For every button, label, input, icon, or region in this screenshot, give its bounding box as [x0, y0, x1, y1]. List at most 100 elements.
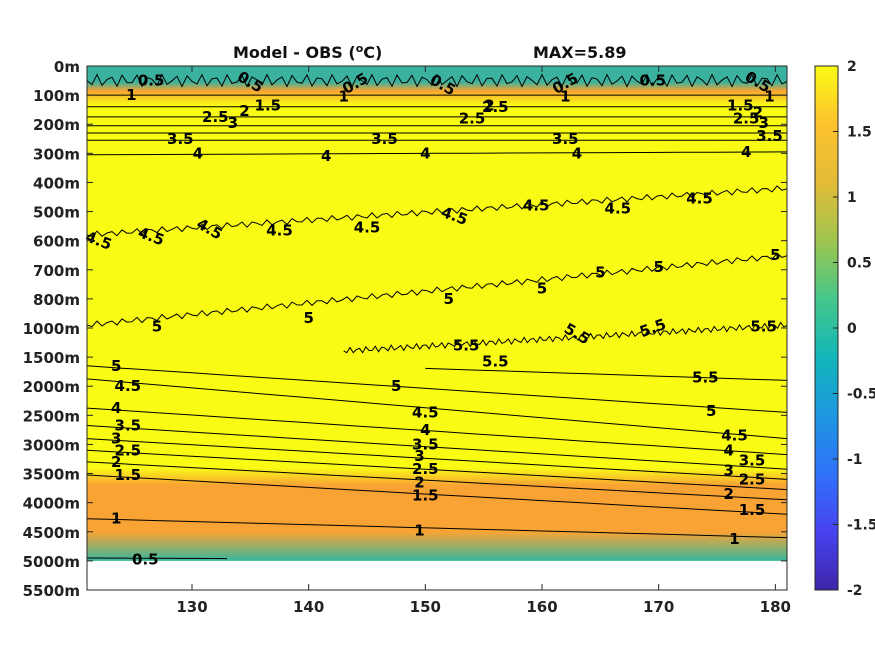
colorbar-tick-label: 0.5: [847, 256, 872, 272]
contour-line-0-5: [87, 557, 228, 560]
x-tick-label: 160: [526, 598, 557, 616]
contour-label: 4.5: [686, 189, 713, 207]
contour-label: 2.5: [733, 109, 760, 127]
colorbar: 2 1.5 1 0.5 0 -0.5 -1 -1.5 -2: [814, 59, 875, 599]
y-tick-label: 800m: [33, 291, 80, 309]
contour-label: 1.5: [412, 486, 439, 504]
contour-label: 2.5: [202, 108, 229, 126]
contour-label: 0.5: [640, 72, 667, 90]
contour-label: 3.5: [371, 130, 398, 148]
contour-label: 4.5: [605, 200, 632, 218]
contour-line-4-5: [86, 378, 788, 440]
contour-line-5: [86, 365, 788, 413]
contour-label: 3.5: [115, 417, 142, 435]
contour-label: 2.5: [412, 460, 439, 478]
y-tick-label: 5000m: [23, 553, 80, 571]
contour-label: 3: [111, 430, 121, 448]
colorbar-tick-label: 1.5: [847, 125, 872, 141]
colorbar-tick-label: -2: [847, 583, 863, 599]
contour-label: 4: [111, 399, 121, 417]
contour-label: 5: [391, 377, 401, 395]
contour-label: 5: [706, 402, 716, 420]
contour-line-2: [86, 461, 788, 501]
y-tick-label: 3500m: [23, 466, 80, 484]
contour-label: 2: [723, 485, 733, 503]
contour-line-5-5: [425, 367, 788, 381]
contour-line-5: [86, 252, 788, 328]
y-tick-label: 500m: [33, 204, 80, 222]
contour-label: 1: [729, 530, 739, 548]
contour-label: 5: [111, 357, 121, 375]
contour-label: 1: [126, 86, 136, 104]
contour-label: 4.5: [412, 403, 439, 421]
contour-label: 1: [560, 88, 570, 106]
x-tick-label: 140: [293, 598, 324, 616]
contour-label: 4: [193, 144, 203, 162]
y-tick-label: 0m: [54, 58, 80, 76]
contour-label: 2.5: [739, 470, 766, 488]
x-tick-label: 170: [643, 598, 674, 616]
contour-label: 3.5: [756, 127, 783, 145]
contour-label: 4: [741, 143, 751, 161]
colorbar-tick-label: -1.5: [847, 518, 875, 534]
contour-label: 4: [420, 421, 430, 439]
contour-label: 5: [303, 309, 313, 327]
contour-label: 3.5: [739, 451, 766, 469]
x-tick-label: 150: [410, 598, 441, 616]
contour-label: 1: [764, 88, 774, 106]
chart-title-unit: C): [363, 43, 382, 62]
chart-title-superscript: o: [356, 42, 364, 55]
contour-line-2-5: [86, 449, 788, 491]
contour-label: 4: [723, 441, 733, 459]
colorbar-tick-label: 1: [847, 190, 857, 206]
colorbar-tick-label: -0.5: [847, 387, 875, 403]
contour-label: 5.5: [692, 368, 719, 386]
y-tick-label: 700m: [33, 262, 80, 280]
contour-label: 5: [595, 264, 605, 282]
y-tick-label: 3000m: [23, 436, 80, 454]
contour-label: 3.5: [167, 130, 194, 148]
contour-label: 1.5: [115, 466, 142, 484]
contour-label: 1.5: [739, 501, 766, 519]
contour-label: 4: [420, 144, 430, 162]
contour-label: 3: [228, 114, 238, 132]
contour-label: 5: [443, 290, 453, 308]
x-tick-label: 180: [760, 598, 791, 616]
contour-line-4: [86, 151, 788, 156]
colorbar-tick-label: 2: [847, 59, 857, 75]
contour-label: 4: [572, 144, 582, 162]
y-tick-label: 2500m: [23, 407, 80, 425]
contour-label: 3.5: [412, 435, 439, 453]
contour-label: 4.5: [354, 219, 381, 237]
contour-label: 5: [770, 246, 780, 264]
contour-label: 2: [111, 453, 121, 471]
y-tick-label: 100m: [33, 87, 80, 105]
contour-label: 2: [484, 96, 494, 114]
contour-label: 2.5: [115, 441, 142, 459]
contour-label: 2.5: [482, 98, 509, 116]
contour-label: 4.5: [115, 377, 142, 395]
colorbar-tick-label: -1: [847, 452, 863, 468]
contour-label: 1.5: [255, 96, 282, 114]
colorbar-tick-label: 0: [847, 321, 857, 337]
contour-label: 1: [338, 88, 348, 106]
contour-label: 5: [152, 318, 162, 336]
contour-line-1: [86, 518, 788, 539]
y-tick-label: 600m: [33, 233, 80, 251]
contour-label: 0.5: [138, 72, 165, 90]
contour-label: 3.5: [552, 130, 579, 148]
y-tick-label: 1000m: [23, 320, 80, 338]
contour-label: 2.5: [459, 109, 486, 127]
contour-label: 0.5: [132, 550, 159, 568]
chart-title-main: Model - OBS (: [233, 43, 356, 62]
contour-label: 5.5: [453, 336, 480, 354]
contour-label: 3: [758, 114, 768, 132]
contour-line-4: [86, 407, 788, 456]
contour-line-4-5: [86, 185, 788, 238]
contour-label: 2: [414, 473, 424, 491]
contour-line-5-5: [343, 321, 788, 354]
y-tick-label: 300m: [33, 145, 80, 163]
contour-label: 5.5: [750, 318, 777, 336]
contour-label: 1.5: [727, 96, 754, 114]
